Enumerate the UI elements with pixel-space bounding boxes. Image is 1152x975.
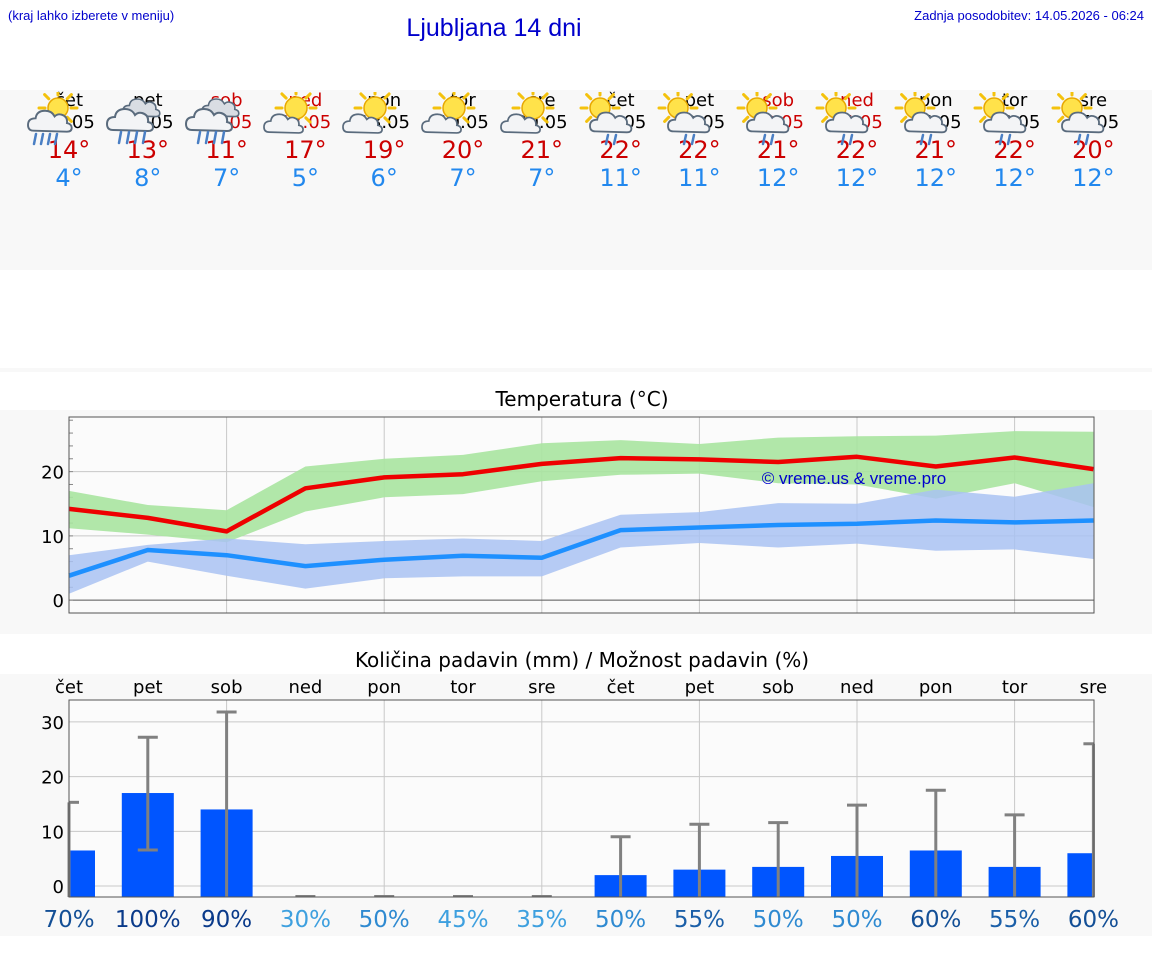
sun-cloud-light-rain-icon — [894, 92, 948, 146]
sun-cloud-light-rain-icon — [973, 92, 1026, 146]
max-temperature: 17° — [284, 136, 327, 164]
min-temperature: 4° — [55, 164, 83, 192]
precipitation-day-label: sob — [211, 677, 243, 698]
sun-cloud-light-rain-icon — [736, 92, 790, 146]
min-temperature: 7° — [449, 164, 477, 192]
temperature-plot-frame — [68, 416, 1095, 614]
precipitation-bar — [1067, 853, 1094, 897]
precipitation-day-label: pet — [133, 677, 163, 698]
cloud-heavy-rain-icon — [105, 98, 161, 145]
sun-cloud-light-rain-icon — [1051, 92, 1105, 146]
precipitation-probability-label: 35% — [516, 907, 567, 933]
sun-cloud-light-rain-icon — [579, 92, 632, 146]
max-temperature: 11° — [205, 136, 248, 164]
precipitation-probability-label: 60% — [910, 907, 961, 933]
precipitation-probability-label: 50% — [595, 907, 646, 933]
day-column: čet 14.05 14° 4° — [24, 90, 114, 192]
sun-cloud-light-rain-icon — [657, 92, 711, 146]
min-temperature: 12° — [1072, 164, 1115, 192]
day-column: tor26.0522°12° — [970, 90, 1060, 192]
precipitation-probability-label: 50% — [359, 907, 410, 933]
precipitation-day-label: sre — [1080, 677, 1107, 698]
precipitation-probability-label: 50% — [753, 907, 804, 933]
max-temperature: 20° — [441, 136, 485, 164]
cloud-heavy-rain-icon — [184, 98, 240, 145]
day-column: pet15.0513°8° — [103, 90, 193, 192]
sun-cloud-light-rain-icon — [815, 92, 869, 146]
precipitation-y-tick-label: 10 — [41, 822, 64, 843]
temperature-chart-title: Temperatura (°C) — [495, 387, 669, 411]
precipitation-probability-label: 60% — [1068, 907, 1119, 933]
sun-cloud-icon — [499, 92, 555, 134]
max-temperature: 13° — [126, 136, 170, 164]
temperature-y-tick-label: 0 — [53, 591, 64, 612]
temperature-y-tick-label: 20 — [41, 463, 64, 484]
min-temperature: 12° — [993, 164, 1036, 192]
max-temperature: 21° — [520, 136, 564, 164]
precipitation-chart-title: Količina padavin (mm) / Možnost padavin … — [354, 648, 810, 672]
min-temperature: 5° — [291, 164, 320, 192]
day-column: sob16.0511°7° — [182, 90, 272, 192]
sun-cloud-icon — [342, 92, 397, 134]
precipitation-day-label: ned — [288, 677, 322, 698]
precipitation-probability-label: 55% — [989, 907, 1040, 933]
min-temperature: 6° — [370, 164, 398, 192]
max-temperature-line — [68, 454, 1094, 534]
temperature-y-tick-label: 10 — [41, 527, 64, 548]
min-temperature: 11° — [599, 164, 642, 192]
min-temperature: 7° — [528, 164, 556, 192]
precipitation-day-label: čet — [55, 677, 83, 698]
precipitation-y-tick-label: 0 — [53, 877, 64, 898]
precipitation-y-tick-label: 20 — [41, 768, 64, 789]
precipitation-bar — [69, 850, 95, 897]
precipitation-probability-label: 50% — [831, 907, 882, 933]
precipitation-probability-label: 45% — [437, 907, 488, 933]
precipitation-probability-label: 55% — [674, 907, 725, 933]
precipitation-day-label: pon — [367, 677, 401, 698]
precipitation-day-label: pet — [685, 677, 715, 698]
sun-cloud-icon — [263, 92, 318, 134]
precipitation-day-label: pon — [919, 677, 953, 698]
precipitation-day-label: čet — [607, 677, 635, 698]
min-temperature-line — [68, 518, 1094, 578]
day-column: čet21.0522°11° — [576, 90, 666, 192]
day-column: ned24.0522°12° — [812, 90, 902, 192]
min-temperature: 7° — [212, 164, 241, 192]
precipitation-day-label: sob — [762, 677, 794, 698]
min-temperature: 12° — [756, 164, 800, 192]
section-divider — [0, 368, 1152, 372]
daily-forecast: čet14.0514°4°pet15.0513°8°sob16.0511°7°n… — [0, 90, 1152, 270]
sun-cloud-icon — [421, 92, 476, 134]
precipitation-probability-label: 100% — [115, 907, 181, 933]
chart-watermark: © vreme.us & vreme.pro — [762, 469, 946, 488]
page-title: Ljubljana 14 dni — [406, 14, 582, 42]
location-hint: (kraj lahko izberete v meniju) — [8, 8, 175, 23]
min-temperature: 12° — [914, 164, 958, 192]
min-temperature: 8° — [134, 164, 162, 192]
sun-cloud-heavy-rain-icon — [27, 92, 79, 146]
last-update: Zadnja posodobitev: 14.05.2026 - 06:24 — [914, 8, 1144, 23]
min-temperature: 12° — [835, 164, 879, 192]
precipitation-day-label: sre — [528, 677, 555, 698]
precipitation-day-label: ned — [840, 677, 874, 698]
precipitation-day-label: tor — [1002, 677, 1028, 698]
precipitation-plot-frame — [68, 699, 1095, 898]
max-temperature: 19° — [362, 136, 406, 164]
precipitation-probability-label: 70% — [43, 907, 94, 933]
min-temperature: 11° — [678, 164, 721, 192]
precipitation-probability-label: 90% — [201, 907, 252, 933]
precipitation-day-label: tor — [450, 677, 476, 698]
precipitation-probability-label: 30% — [280, 907, 331, 933]
precipitation-y-tick-label: 30 — [41, 713, 64, 734]
